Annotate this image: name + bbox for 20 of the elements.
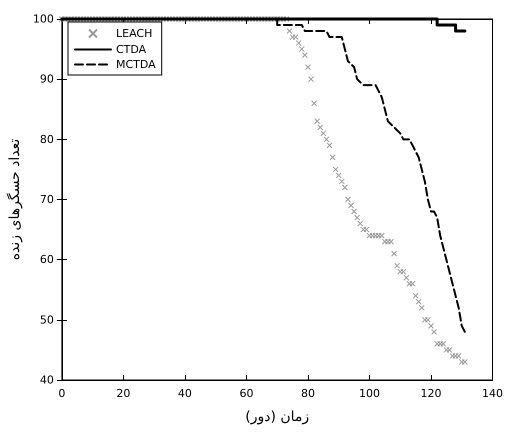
y-tick-label: 50 xyxy=(40,313,54,326)
legend-label: CTDA xyxy=(116,43,147,56)
y-tick-label: 90 xyxy=(40,72,54,86)
y-tick-label: 80 xyxy=(40,132,54,146)
x-tick-label: 120 xyxy=(420,387,442,400)
x-tick-label: 140 xyxy=(482,387,503,400)
x-tick-label: 0 xyxy=(58,387,66,400)
y-axis-title: تعداد حسگرهای زنده xyxy=(6,138,23,260)
legend-label: LEACH xyxy=(116,27,152,40)
x-axis-title: زمان (دور) xyxy=(245,409,310,425)
y-tick-label: 70 xyxy=(40,193,54,206)
x-tick-label: 60 xyxy=(239,387,254,400)
legend-label: MCTDA xyxy=(116,58,156,71)
y-tick-label: 60 xyxy=(40,253,54,266)
x-tick-label: 20 xyxy=(116,387,130,400)
x-tick-label: 100 xyxy=(358,387,380,400)
x-tick-label: 40 xyxy=(178,387,192,400)
y-tick-label: 40 xyxy=(40,374,54,386)
x-tick-label: 80 xyxy=(300,387,315,400)
y-tick-label: 100 xyxy=(32,12,54,26)
